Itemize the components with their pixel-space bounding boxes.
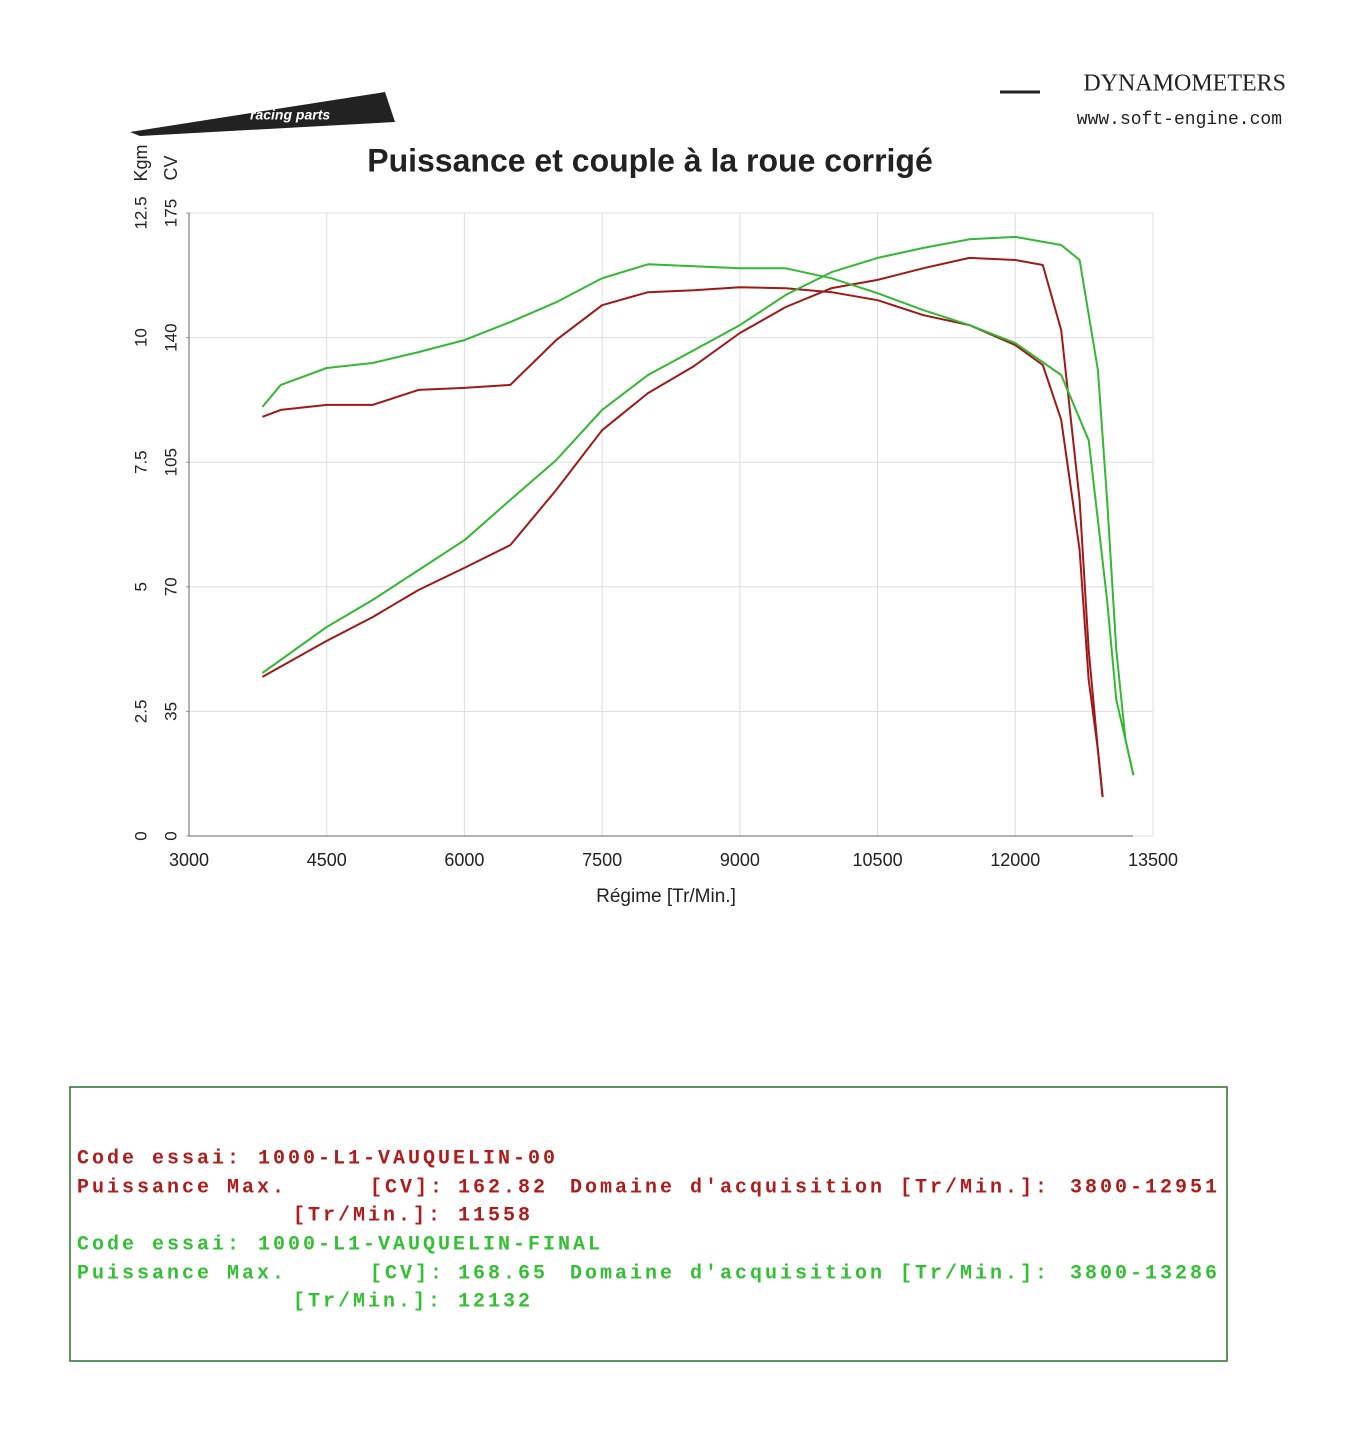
y-tick-label: 70 (161, 577, 180, 596)
x-tick-label: 3000 (169, 850, 209, 870)
code-label: Code essai: (77, 1233, 242, 1256)
code: 1000-L1-VAUQUELIN-FINAL (258, 1233, 603, 1256)
y2-tick-label: 0 (131, 831, 150, 840)
y-tick-label: 35 (161, 702, 180, 721)
x-tick-label: 13500 (1128, 850, 1178, 870)
chart-title: Puissance et couple à la roue corrigé (367, 142, 933, 178)
power-unit: [CV]: (370, 1176, 445, 1199)
rpm-unit: [Tr/Min.]: (293, 1290, 443, 1313)
code: 1000-L1-VAUQUELIN-00 (258, 1147, 558, 1170)
code-label: Code essai: (77, 1147, 242, 1170)
curve (261, 256, 1104, 797)
y2-tick-label: 5 (131, 582, 150, 591)
rpm-value: 12132 (458, 1290, 533, 1313)
y2-tick-label: 2.5 (131, 700, 150, 724)
curve (261, 235, 1135, 776)
report-box (69, 1086, 1228, 1362)
y-tick-label: 0 (161, 831, 180, 840)
x-tick-label: 9000 (720, 850, 760, 870)
y-axis-title: CV (161, 155, 181, 180)
y-tick-label: 140 (161, 323, 180, 351)
url: www.soft-engine.com (1077, 110, 1282, 130)
x-tick-label: 4500 (307, 850, 347, 870)
x-tick-label: 10500 (853, 850, 903, 870)
curve (262, 286, 1104, 798)
y2-tick-label: 7.5 (131, 450, 150, 474)
range-label: Domaine d'acquisition [Tr/Min.]: (570, 1262, 1050, 1285)
power-label: Puissance Max. (77, 1262, 287, 1285)
power-unit: [CV]: (370, 1262, 445, 1285)
brand: DYNAMOMETERS (1083, 71, 1286, 97)
x-axis-title: Régime [Tr/Min.] (596, 886, 736, 907)
y2-axis-title: Kgm (131, 144, 151, 181)
x-tick-label: 6000 (444, 850, 484, 870)
range-label: Domaine d'acquisition [Tr/Min.]: (570, 1176, 1050, 1199)
y-tick-label: 175 (161, 199, 180, 227)
x-tick-label: 12000 (990, 850, 1040, 870)
y2-tick-label: 10 (131, 328, 150, 347)
rpm-value: 11558 (458, 1204, 533, 1227)
power-value: 162.82 (458, 1176, 548, 1199)
logo: racing parts (130, 92, 395, 136)
power-label: Puissance Max. (77, 1176, 287, 1199)
y2-tick-label: 12.5 (131, 196, 150, 229)
curve (261, 263, 1135, 776)
y-tick-label: 105 (161, 448, 180, 476)
svg-text:racing parts: racing parts (250, 107, 330, 123)
rpm-unit: [Tr/Min.]: (293, 1204, 443, 1227)
range-value: 3800-13286 (1070, 1262, 1220, 1285)
x-tick-label: 7500 (582, 850, 622, 870)
power-value: 168.65 (458, 1262, 548, 1285)
range-value: 3800-12951 (1070, 1176, 1220, 1199)
